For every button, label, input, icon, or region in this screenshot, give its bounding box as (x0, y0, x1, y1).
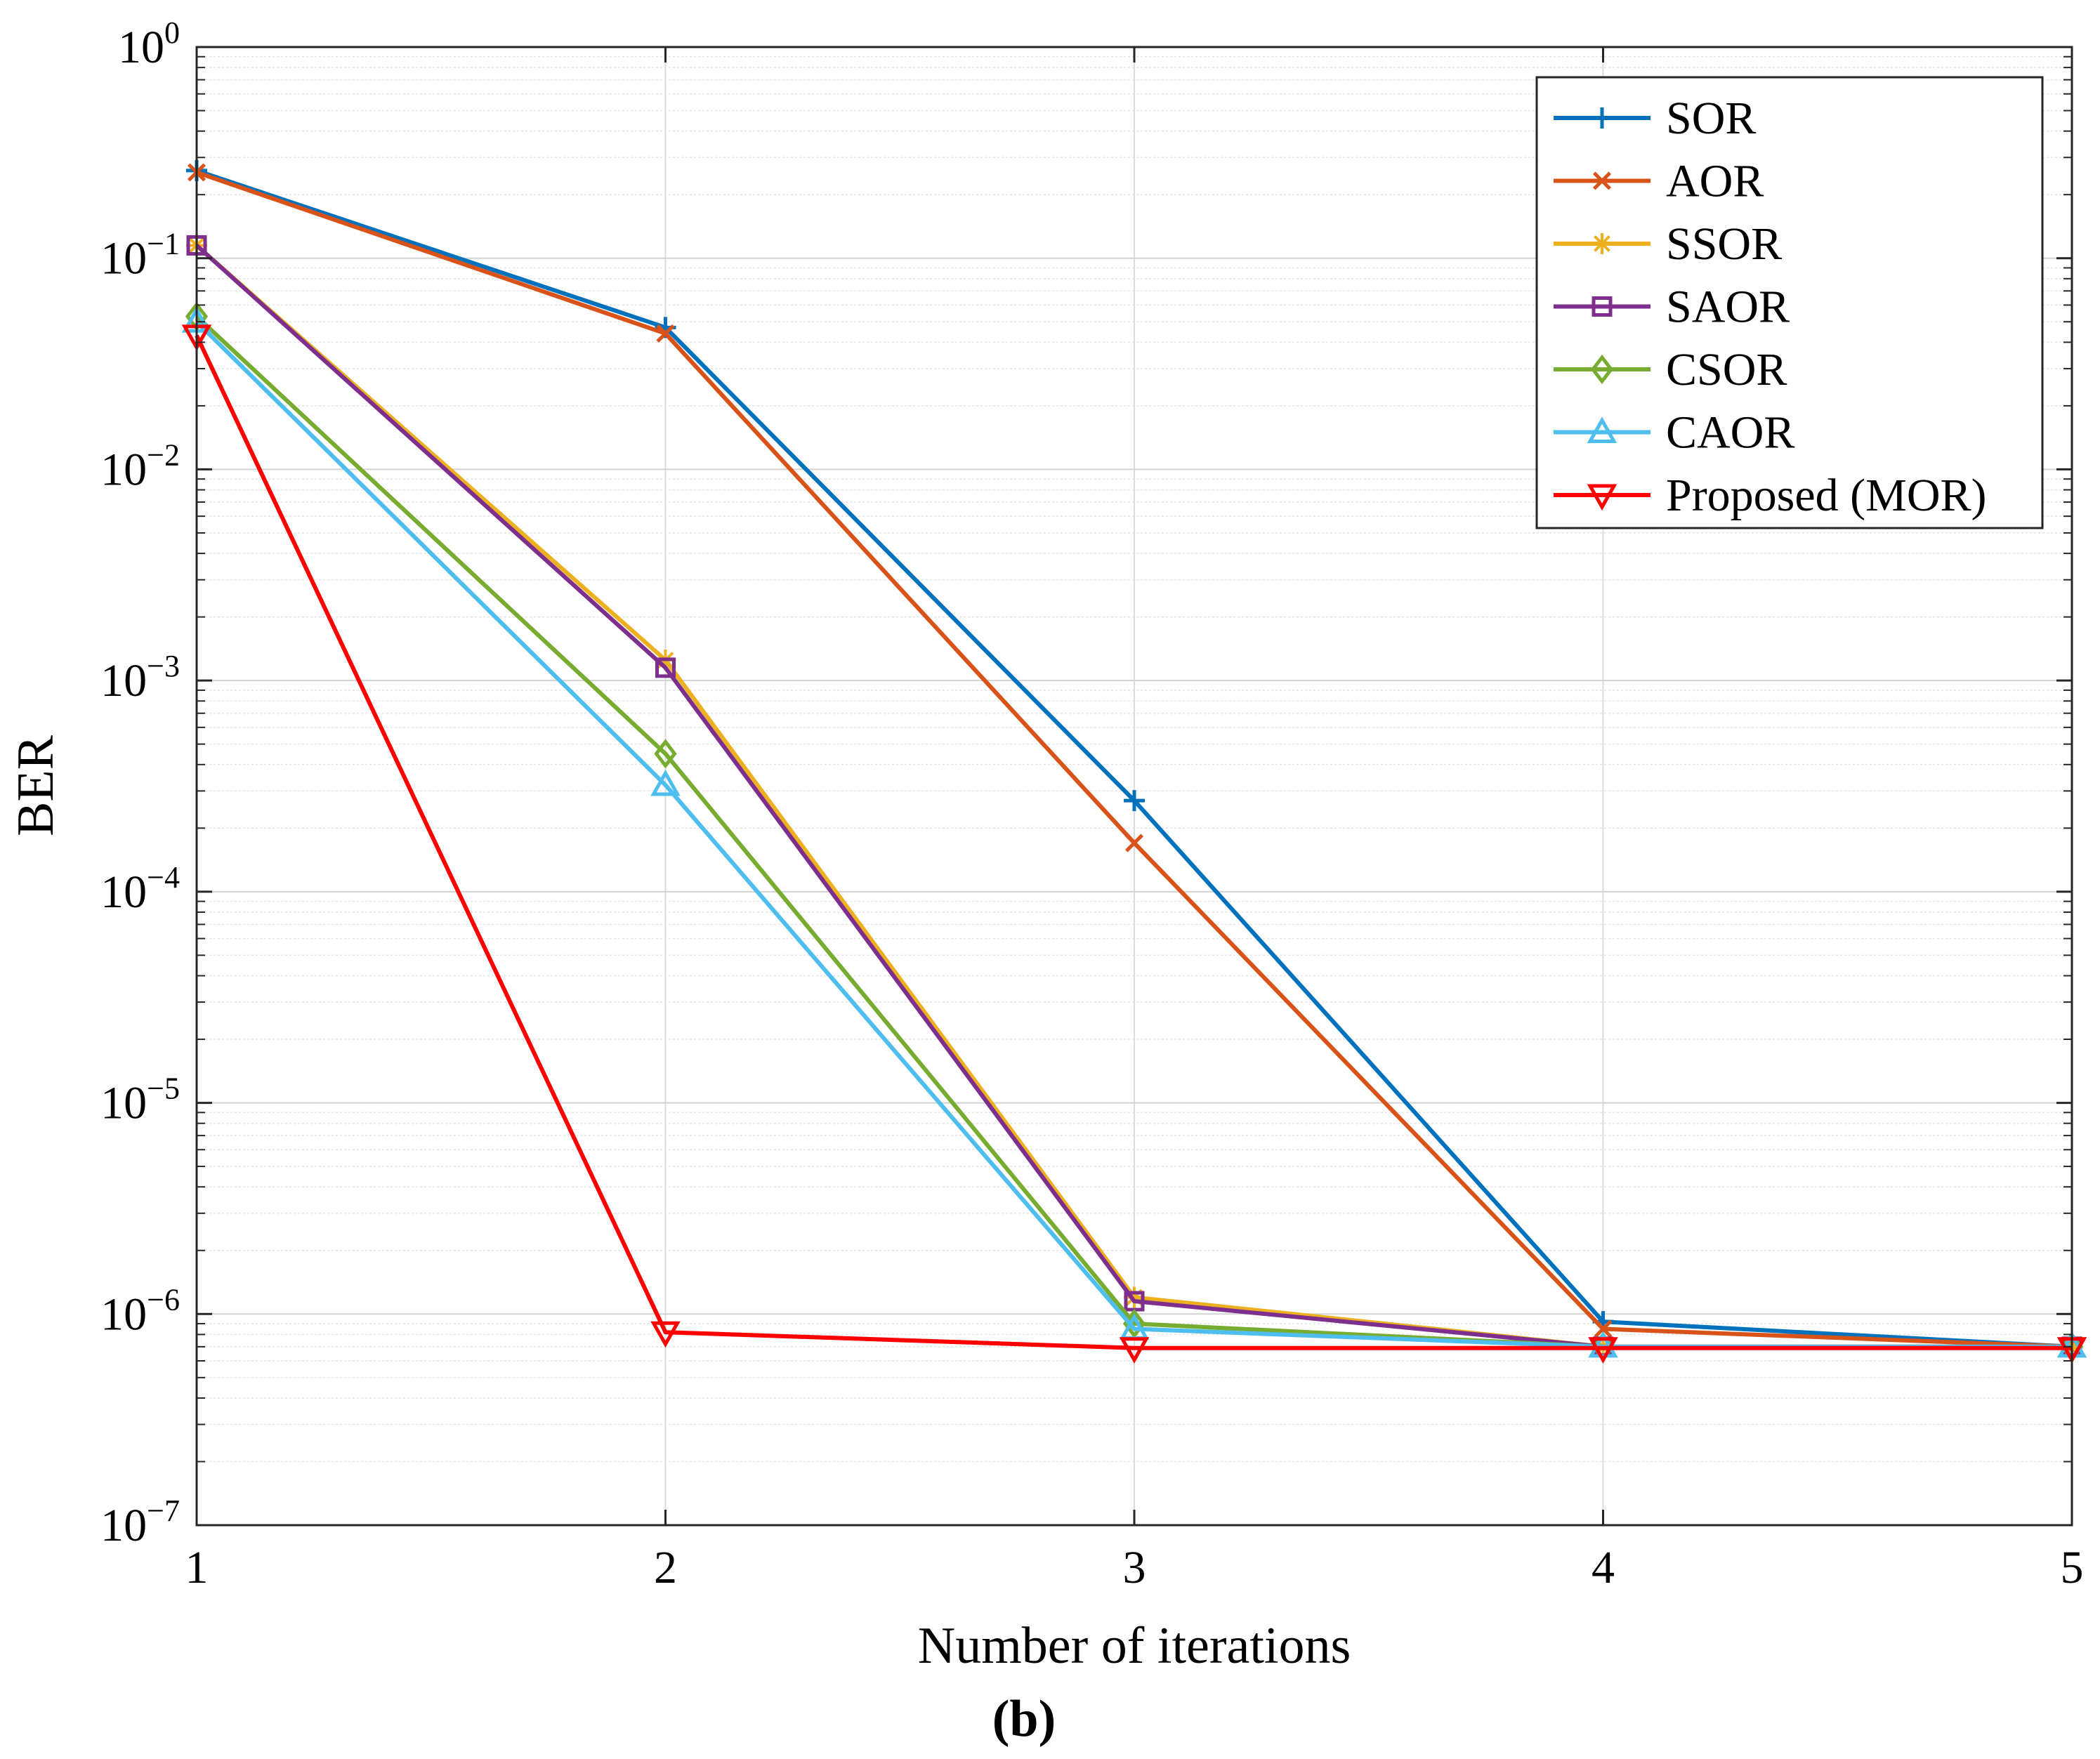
legend-label-csor: CSOR (1666, 344, 1787, 395)
legend: SOR AOR SSOR SAOR CSOR CAOR Proposed (MOR) (1535, 76, 2044, 529)
y-axis-label: BER (7, 734, 65, 836)
legend-marker-ssor (1592, 233, 1613, 254)
series-proposed-mor (181, 324, 2087, 1364)
legend-marker-proposed-mor (1587, 484, 1617, 511)
y-tick-label: 10−1 (100, 227, 180, 284)
legend-label-caor: CAOR (1666, 407, 1794, 459)
legend-entry-sor: SOR (1554, 93, 1756, 144)
legend-label-sor: SOR (1666, 93, 1756, 144)
legend-marker-aor (1592, 171, 1612, 190)
series-layer (181, 159, 2087, 1364)
legend-marker-sor (1592, 107, 1613, 129)
legend-label-ssor: SSOR (1666, 218, 1782, 270)
legend-label-saor: SAOR (1666, 282, 1790, 333)
legend-marker-caor (1587, 416, 1617, 443)
data-point-proposed-mor (650, 1321, 681, 1348)
data-point-proposed-mor (1119, 1337, 1150, 1364)
data-point-caor (650, 769, 681, 796)
legend-entry-caor: CAOR (1554, 407, 1794, 459)
legend-entry-proposed-mor: Proposed (MOR) (1554, 470, 1987, 521)
data-point-aor (1124, 834, 1144, 852)
legend-entry-ssor: SSOR (1554, 218, 1782, 270)
data-point-caor (1588, 1331, 1618, 1358)
legend-marker-csor (1590, 354, 1614, 385)
y-tick-label: 10−5 (100, 1072, 180, 1129)
legend-box (1535, 76, 2044, 529)
y-tick-label: 100 (118, 15, 180, 73)
y-tick-label: 10−4 (100, 860, 180, 918)
x-tick-label: 3 (1123, 1542, 1146, 1593)
legend-label-aor: AOR (1666, 156, 1764, 207)
x-tick-label: 2 (654, 1542, 677, 1593)
x-tick-label: 1 (185, 1542, 209, 1593)
legend-marker-saor (1592, 296, 1613, 317)
data-point-proposed-mor (1588, 1337, 1618, 1364)
y-tick-label: 10−6 (100, 1282, 180, 1340)
data-point-csor (654, 739, 677, 769)
legend-entry-csor: CSOR (1554, 344, 1787, 395)
data-point-aor (656, 324, 675, 343)
data-point-ssor (1124, 1286, 1145, 1308)
axis-ticks: 1 2 3 4 5 100 10−1 10−2 10−3 10−4 10−5 10−6 10−7 (100, 15, 2083, 1593)
legend-label-proposed-mor: Proposed (MOR) (1666, 470, 1987, 521)
data-point-saor (655, 657, 676, 678)
x-axis-label: Number of iterations (918, 1617, 1351, 1675)
legend-entry-saor: SAOR (1554, 282, 1790, 333)
y-tick-label: 10−2 (100, 437, 180, 495)
x-tick-label: 4 (1592, 1542, 1615, 1593)
series-line-proposed-mor (195, 334, 2072, 1350)
y-tick-label: 10−7 (100, 1494, 180, 1551)
legend-entry-aor: AOR (1554, 156, 1764, 207)
y-tick-label: 10−3 (100, 649, 180, 706)
data-point-sor (1124, 790, 1145, 812)
x-tick-label: 5 (2061, 1542, 2084, 1593)
grid (197, 47, 2072, 1525)
data-point-aor (1594, 1319, 1613, 1338)
panel-label: (b) (992, 1690, 1056, 1748)
